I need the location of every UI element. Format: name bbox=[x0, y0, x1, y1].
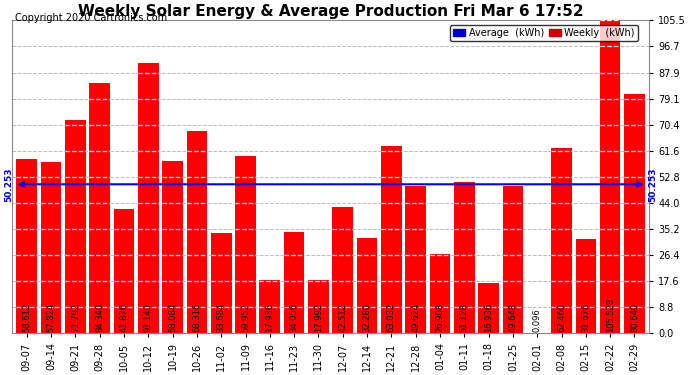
Text: 16.936: 16.936 bbox=[484, 303, 493, 332]
Text: 51.128: 51.128 bbox=[460, 303, 469, 332]
Legend: Average  (kWh), Weekly  (kWh): Average (kWh), Weekly (kWh) bbox=[451, 25, 638, 41]
Text: 50.253: 50.253 bbox=[648, 167, 657, 201]
Text: 59.952: 59.952 bbox=[241, 303, 250, 332]
Text: 17.992: 17.992 bbox=[314, 303, 323, 332]
Text: 41.876: 41.876 bbox=[119, 303, 128, 332]
Text: 63.032: 63.032 bbox=[387, 303, 396, 332]
Bar bbox=[357, 238, 377, 333]
Bar bbox=[259, 280, 280, 333]
Bar bbox=[454, 182, 475, 333]
Bar bbox=[502, 186, 523, 333]
Bar bbox=[211, 234, 232, 333]
Bar bbox=[624, 94, 644, 333]
Bar bbox=[333, 207, 353, 333]
Bar bbox=[478, 283, 499, 333]
Bar bbox=[308, 280, 328, 333]
Text: 31.676: 31.676 bbox=[582, 303, 591, 332]
Text: 58.084: 58.084 bbox=[168, 303, 177, 332]
Bar bbox=[17, 159, 37, 333]
Text: 42.512: 42.512 bbox=[338, 303, 347, 332]
Text: Copyright 2020 Cartronics.com: Copyright 2020 Cartronics.com bbox=[14, 13, 167, 23]
Text: 91.140: 91.140 bbox=[144, 303, 152, 332]
Bar bbox=[600, 20, 620, 333]
Text: 62.460: 62.460 bbox=[557, 303, 566, 332]
Text: 84.340: 84.340 bbox=[95, 303, 104, 332]
Bar bbox=[114, 209, 135, 333]
Text: 57.824: 57.824 bbox=[46, 303, 55, 332]
Bar bbox=[65, 120, 86, 333]
Bar bbox=[430, 254, 451, 333]
Bar bbox=[162, 161, 183, 333]
Bar bbox=[235, 156, 256, 333]
Bar bbox=[381, 146, 402, 333]
Text: 58.612: 58.612 bbox=[22, 303, 31, 332]
Text: 34.056: 34.056 bbox=[290, 303, 299, 332]
Text: 105.528: 105.528 bbox=[606, 298, 615, 332]
Bar bbox=[89, 83, 110, 333]
Text: 33.684: 33.684 bbox=[217, 303, 226, 332]
Bar bbox=[138, 63, 159, 333]
Bar bbox=[551, 148, 572, 333]
Bar bbox=[575, 239, 596, 333]
Text: 49.624: 49.624 bbox=[411, 303, 420, 332]
Text: 71.792: 71.792 bbox=[71, 303, 80, 332]
Bar bbox=[284, 232, 304, 333]
Title: Weekly Solar Energy & Average Production Fri Mar 6 17:52: Weekly Solar Energy & Average Production… bbox=[78, 4, 584, 19]
Bar bbox=[41, 162, 61, 333]
Bar bbox=[405, 186, 426, 333]
Text: 80.640: 80.640 bbox=[630, 303, 639, 332]
Text: 68.316: 68.316 bbox=[193, 303, 201, 332]
Text: 0.096: 0.096 bbox=[533, 308, 542, 332]
Text: 49.648: 49.648 bbox=[509, 303, 518, 332]
Text: 26.908: 26.908 bbox=[435, 303, 444, 332]
Bar bbox=[186, 130, 207, 333]
Text: 32.280: 32.280 bbox=[362, 303, 372, 332]
Text: 50.253: 50.253 bbox=[4, 167, 13, 201]
Text: 17.936: 17.936 bbox=[266, 303, 275, 332]
